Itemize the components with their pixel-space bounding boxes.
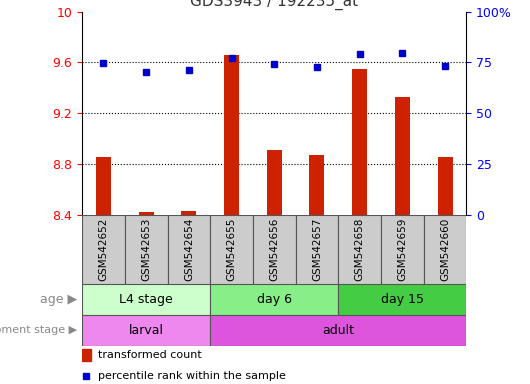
Bar	[210, 315, 466, 346]
Text: adult: adult	[322, 324, 355, 337]
Bar	[267, 150, 282, 215]
Text: GSM542660: GSM542660	[440, 218, 450, 281]
Bar	[296, 215, 338, 284]
Text: GSM542652: GSM542652	[99, 218, 109, 281]
Text: GSM542656: GSM542656	[269, 218, 279, 281]
Text: GSM542653: GSM542653	[141, 218, 151, 281]
Bar	[253, 215, 296, 284]
Text: transformed count: transformed count	[98, 350, 201, 360]
Bar	[82, 349, 91, 361]
Bar	[310, 155, 324, 215]
Bar	[125, 215, 167, 284]
Bar	[96, 157, 111, 215]
Text: day 15: day 15	[381, 293, 424, 306]
Bar	[352, 69, 367, 215]
Bar	[395, 97, 410, 215]
Bar	[82, 215, 125, 284]
Bar	[210, 215, 253, 284]
Text: day 6: day 6	[257, 293, 292, 306]
Bar	[167, 215, 210, 284]
Bar	[338, 284, 466, 315]
Bar	[423, 215, 466, 284]
Text: GSM542655: GSM542655	[227, 218, 236, 281]
Text: GSM542654: GSM542654	[184, 218, 194, 281]
Text: GSM542657: GSM542657	[312, 218, 322, 281]
Bar	[139, 212, 154, 215]
Text: larval: larval	[129, 324, 164, 337]
Bar	[438, 157, 453, 215]
Text: development stage ▶: development stage ▶	[0, 325, 77, 335]
Text: GSM542659: GSM542659	[398, 218, 408, 281]
Text: age ▶: age ▶	[40, 293, 77, 306]
Bar	[82, 284, 210, 315]
Bar	[338, 215, 381, 284]
Bar	[181, 211, 196, 215]
Bar	[224, 55, 239, 215]
Title: GDS3943 / 192235_at: GDS3943 / 192235_at	[190, 0, 358, 10]
Bar	[381, 215, 423, 284]
Text: L4 stage: L4 stage	[119, 293, 173, 306]
Text: percentile rank within the sample: percentile rank within the sample	[98, 371, 285, 381]
Text: GSM542658: GSM542658	[355, 218, 365, 281]
Bar	[210, 284, 338, 315]
Bar	[82, 315, 210, 346]
